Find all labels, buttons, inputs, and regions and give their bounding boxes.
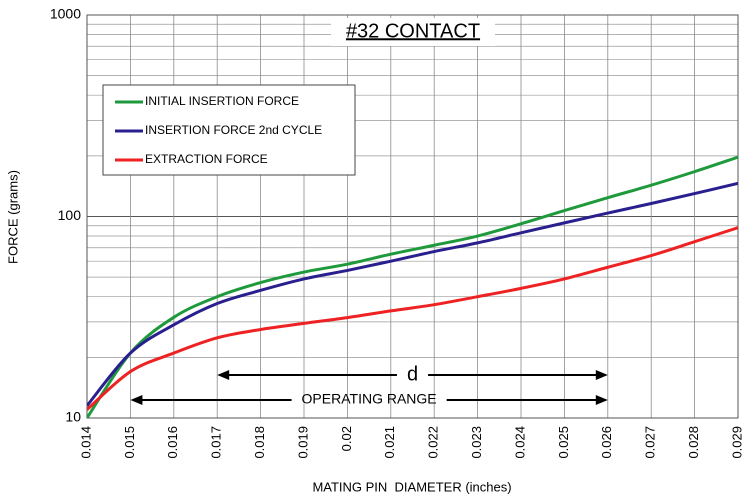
legend-label: EXTRACTION FORCE (145, 152, 268, 166)
x-tick-label: 0.022 (426, 426, 441, 459)
series-line (87, 226, 738, 411)
annotation-arrow (130, 395, 608, 405)
legend-label: INSERTION FORCE 2nd CYCLE (145, 123, 322, 137)
x-tick-label: 0.019 (295, 426, 310, 459)
legend-label: INITIAL INSERTION FORCE (145, 94, 299, 108)
x-tick-label: 0.021 (382, 426, 397, 459)
annotation-label: d (407, 363, 418, 385)
x-tick-label: 0.028 (686, 426, 701, 459)
x-tick-label: 0.024 (512, 426, 527, 459)
x-tick-label: 0.018 (252, 426, 267, 459)
legend-box (102, 84, 356, 176)
y-tick-label: 10 (65, 409, 81, 425)
title-box (331, 18, 495, 46)
x-tick-label: 0.025 (556, 426, 571, 459)
x-tick-label: 0.015 (122, 426, 137, 459)
y-axis-label: FORCE (grams) (5, 170, 20, 264)
y-tick-label: 100 (58, 207, 82, 223)
y-tick-label: 1000 (50, 6, 81, 22)
x-tick-label: 0.016 (165, 426, 180, 459)
series-line (87, 181, 738, 407)
x-axis-label: MATING PIN DIAMETER (inches) (312, 479, 511, 494)
arrow-head (217, 370, 230, 380)
annotation-label: OPERATING RANGE (302, 391, 437, 407)
x-tick-label: 0.026 (599, 426, 614, 459)
x-tick-label: 0.029 (729, 426, 744, 459)
annotation-arrow (217, 370, 608, 380)
series-line (87, 155, 738, 418)
plot (87, 155, 738, 418)
chart-title: #32 CONTACT (346, 20, 480, 42)
x-tick-label: 0.027 (643, 426, 658, 459)
arrow-head (130, 395, 143, 405)
arrow-head (595, 395, 608, 405)
plot-frame (86, 14, 739, 419)
x-tick-label: 0.02 (339, 426, 354, 451)
x-tick-label: 0.017 (209, 426, 224, 459)
x-tick-label: 0.014 (78, 426, 93, 459)
grid (86, 14, 739, 419)
arrow-head (595, 370, 608, 380)
x-tick-label: 0.023 (469, 426, 484, 459)
